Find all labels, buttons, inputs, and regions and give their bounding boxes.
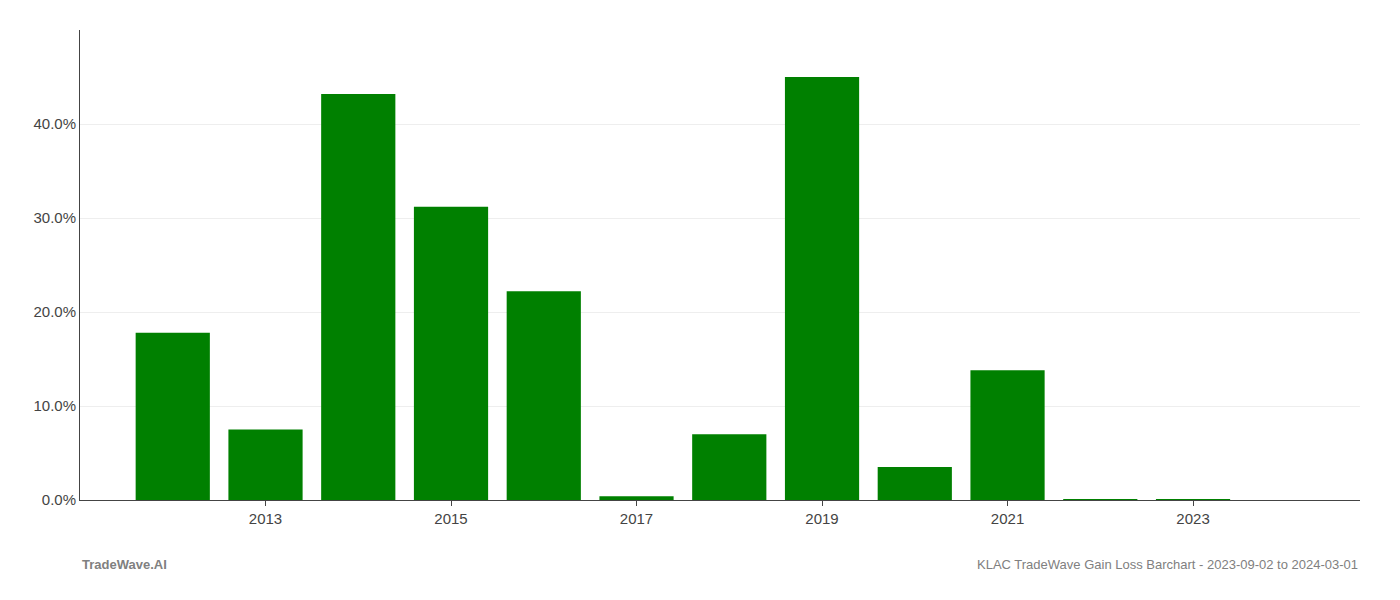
svg-text:2013: 2013	[249, 510, 282, 527]
svg-text:30.0%: 30.0%	[33, 209, 76, 226]
svg-text:2015: 2015	[434, 510, 467, 527]
svg-text:40.0%: 40.0%	[33, 115, 76, 132]
svg-text:10.0%: 10.0%	[33, 397, 76, 414]
svg-text:TradeWave.AI: TradeWave.AI	[82, 557, 167, 572]
svg-text:2017: 2017	[620, 510, 653, 527]
svg-text:20.0%: 20.0%	[33, 303, 76, 320]
svg-text:KLAC TradeWave Gain Loss Barch: KLAC TradeWave Gain Loss Barchart - 2023…	[977, 557, 1358, 572]
svg-text:2023: 2023	[1176, 510, 1209, 527]
svg-text:2021: 2021	[991, 510, 1024, 527]
svg-text:0.0%: 0.0%	[42, 491, 76, 508]
svg-text:2019: 2019	[805, 510, 838, 527]
